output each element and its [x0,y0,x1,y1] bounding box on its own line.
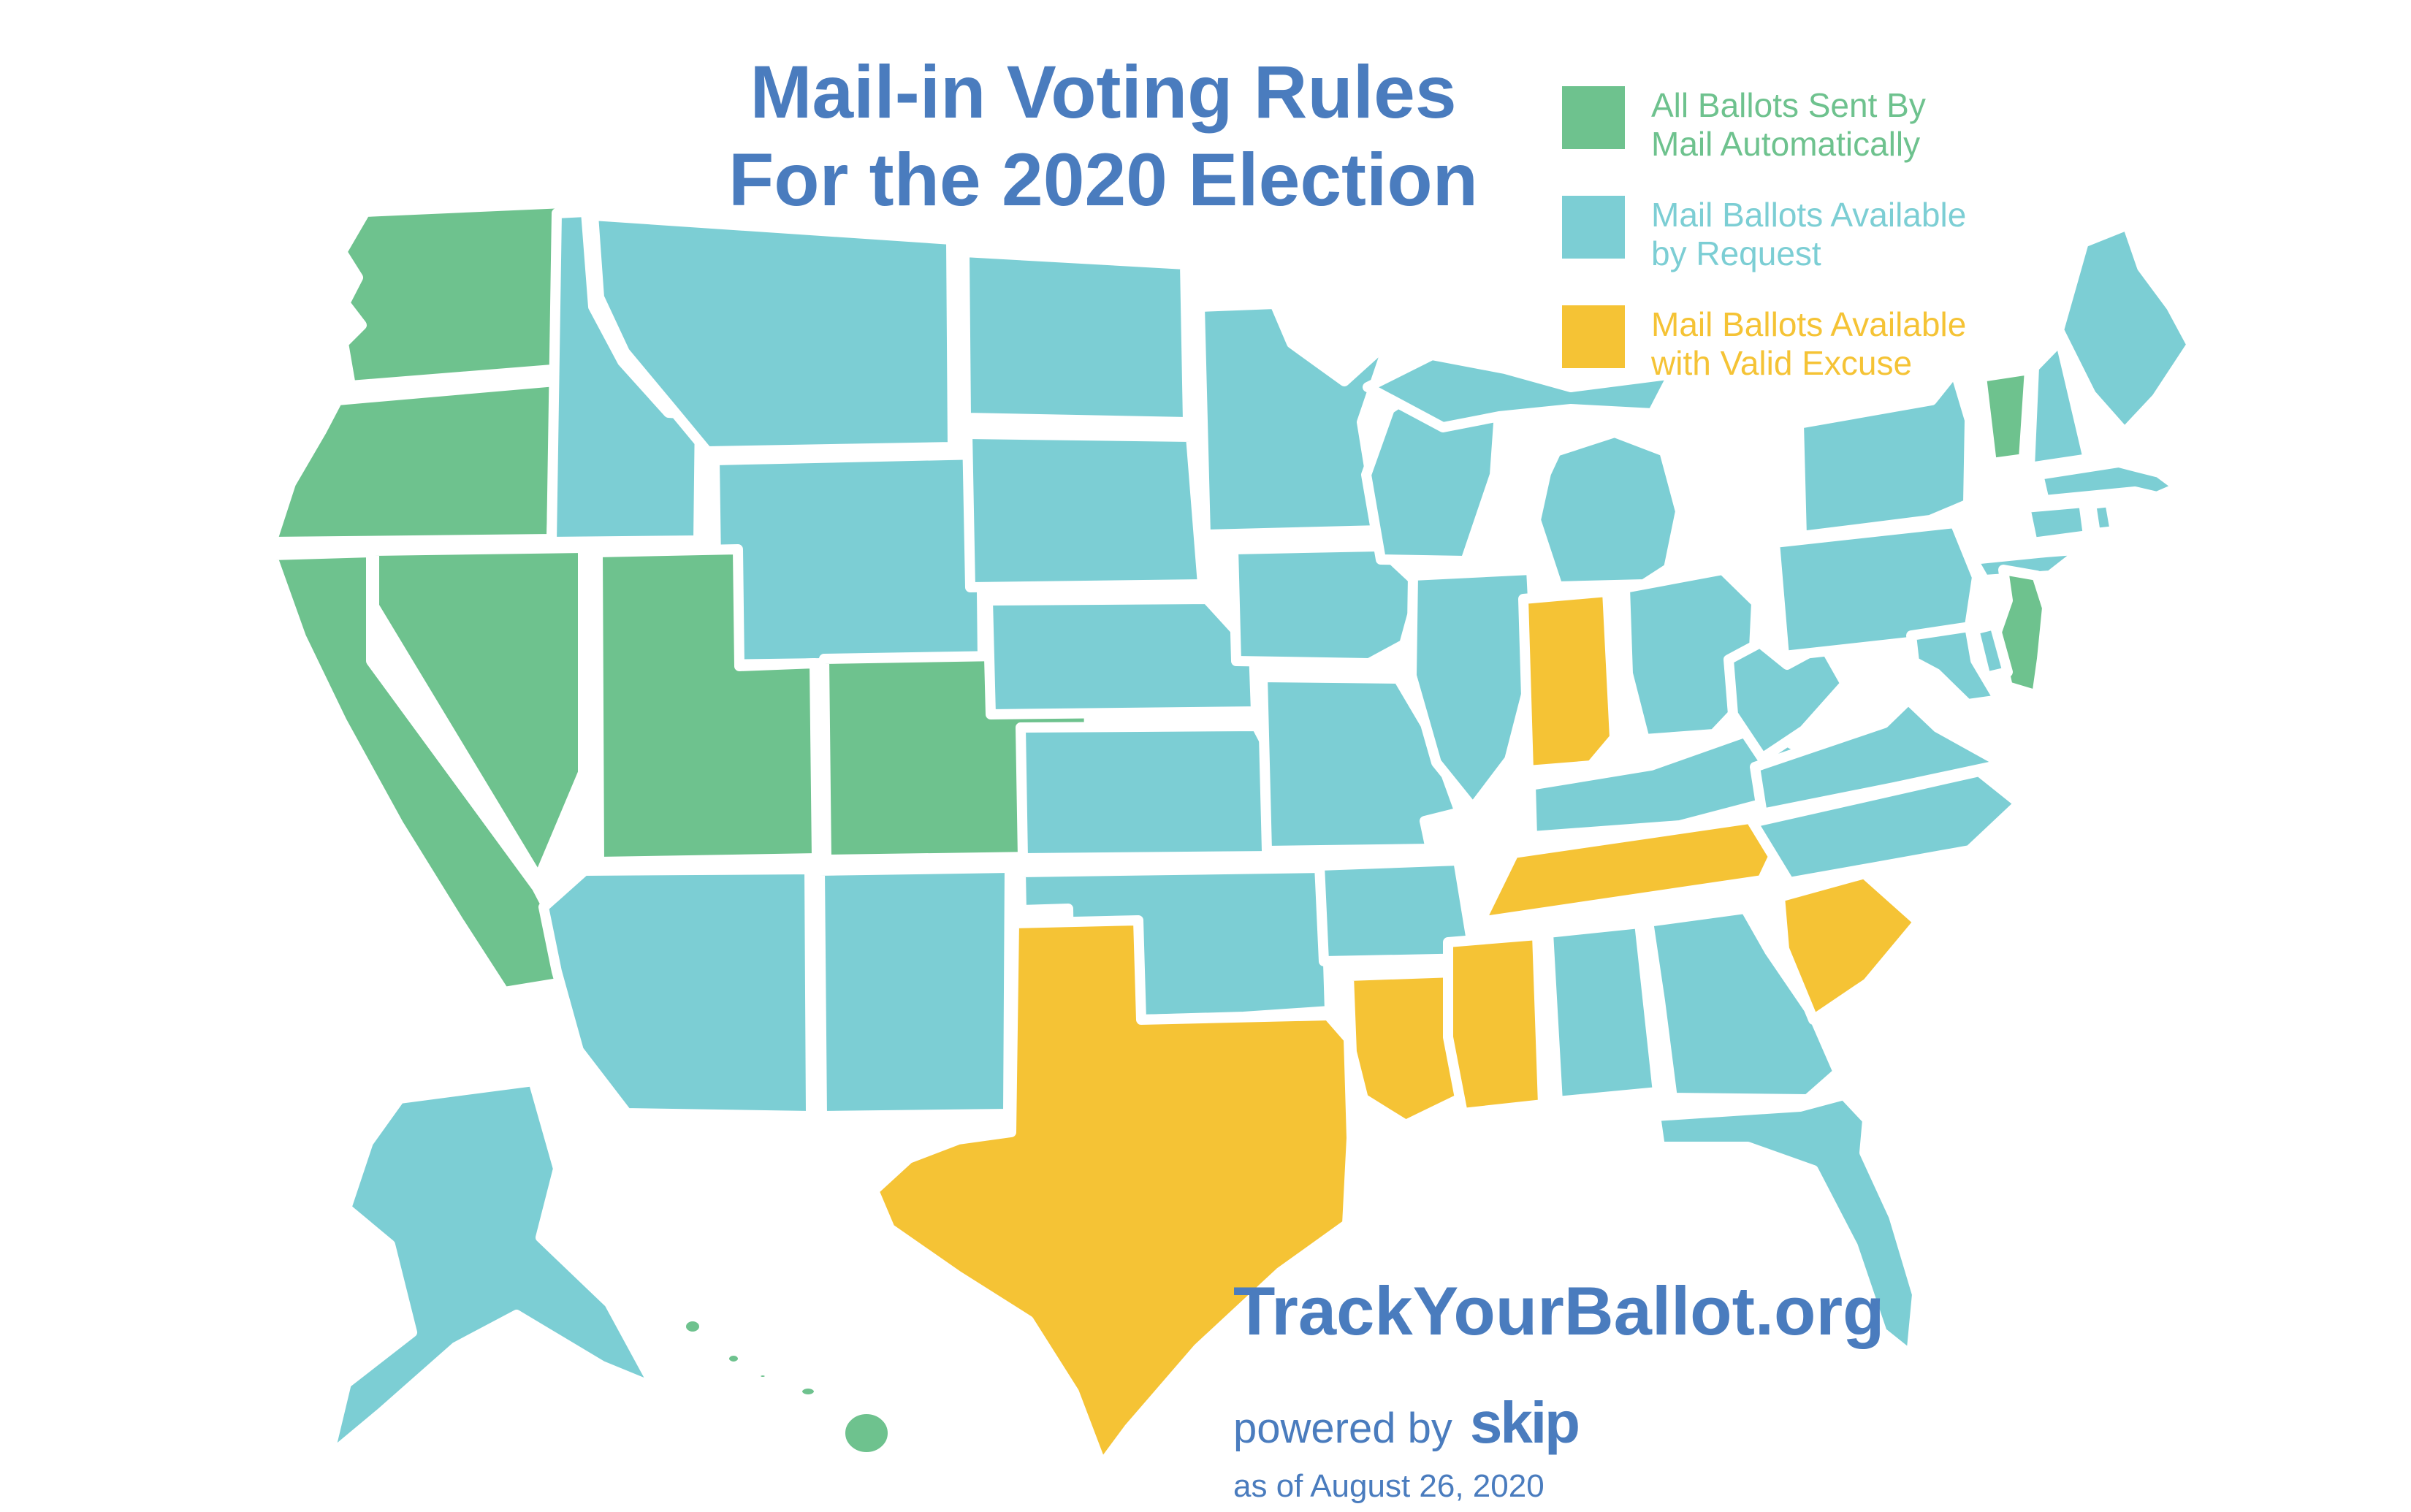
title-line-2: For the 2020 Election [728,138,1478,221]
state-indiana [1518,587,1620,776]
legend-item-mail-ballots-by-request: Mail Ballots Available by Request [1562,196,1966,273]
legend-label-excuse: Mail Ballots Available with Valid Excuse [1651,305,1966,383]
state-connecticut [2020,497,2093,548]
state-new-hampshire [2025,335,2093,473]
state-hawaii-molokai [750,1365,775,1387]
state-rhode-island [2086,497,2120,538]
map-states [267,198,2197,1496]
state-florida [1650,1090,1922,1361]
state-idaho [546,207,705,547]
title-line-1: Mail-in Voting Rules [750,50,1457,134]
state-maryland [1906,622,2004,709]
state-tennessee [1475,807,1799,927]
state-vermont [1976,364,2035,468]
state-missouri [1257,672,1465,856]
state-oregon [267,376,560,547]
state-michigan-upper-peninsula [1363,350,1678,432]
state-georgia [1643,904,1843,1104]
legend-swatch-yellow [1562,305,1625,368]
state-south-dakota [962,429,1208,592]
state-alaska [324,1076,660,1462]
footer: TrackYourBallot.org powered by skip as o… [1233,1277,1884,1505]
state-minnesota [1195,299,1395,540]
legend-item-mail-ballots-valid-excuse: Mail Ballots Available with Valid Excuse [1562,305,1966,383]
legend-item-all-ballots-sent-by-mail: All Ballots Sent By Mail Automatically [1562,86,1966,164]
legend: All Ballots Sent By Mail Automatically M… [1562,86,1966,415]
site-url: TrackYourBallot.org [1233,1272,1885,1349]
state-california [267,547,571,997]
state-washington [337,198,568,391]
skip-logo: skip [1469,1390,1580,1455]
legend-label-auto: All Ballots Sent By Mail Automatically [1651,86,1926,164]
state-virginia [1750,695,2008,819]
state-montana [588,210,958,457]
state-hawaii-lanai [773,1377,795,1397]
state-mississippi [1443,930,1548,1118]
state-new-york [1794,366,1975,541]
state-michigan [1531,427,1686,592]
state-nevada [369,543,588,884]
legend-label-request-line1: Mail Ballots Available [1651,196,1967,234]
state-alaska-island [287,1478,309,1496]
state-maine [2054,220,2197,438]
legend-label-request: Mail Ballots Available by Request [1651,196,1966,273]
state-hawaii-oahu [719,1345,748,1372]
state-massachusetts [2033,457,2184,505]
state-texas [869,915,1357,1470]
state-hawaii-kauai [676,1311,709,1342]
state-alabama [1543,918,1663,1107]
state-hawaii-maui [792,1378,824,1405]
state-arizona [538,864,816,1121]
state-wyoming [709,449,988,670]
state-illinois [1406,565,1541,813]
legend-label-auto-line2: Mail Automatically [1651,125,1921,163]
legend-label-excuse-line2: with Valid Excuse [1651,344,1913,382]
legend-swatch-green [1562,86,1625,149]
legend-swatch-teal [1562,196,1625,259]
as-of-date: as of August 26, 2020 [1233,1468,1545,1504]
state-alaska-island [320,1463,345,1482]
state-west-virginia [1723,638,1851,763]
state-nebraska [983,594,1261,719]
state-south-carolina [1775,868,1924,1025]
state-hawaii-big-island [835,1404,898,1462]
state-pennsylvania [1770,518,1982,661]
state-kansas [1016,721,1279,863]
page-title: Mail-in Voting Rules For the 2020 Electi… [650,48,1556,224]
powered-by-label: powered by [1233,1405,1452,1452]
powered-by-row: powered by skip [1233,1389,1884,1456]
state-new-mexico [815,863,1015,1121]
state-utah [593,544,822,867]
legend-label-auto-line1: All Ballots Sent By [1651,86,1926,124]
legend-label-excuse-line1: Mail Ballots Available [1651,305,1967,343]
legend-label-request-line2: by Request [1651,234,1821,272]
state-north-dakota [959,247,1193,427]
